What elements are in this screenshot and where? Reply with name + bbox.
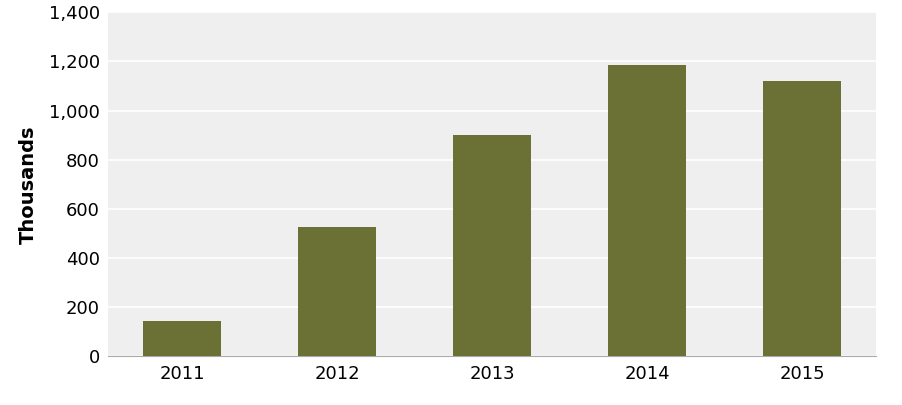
Y-axis label: Thousands: Thousands bbox=[19, 125, 38, 243]
Bar bbox=[763, 81, 840, 356]
Bar bbox=[298, 226, 375, 356]
Bar bbox=[143, 321, 220, 356]
Bar bbox=[608, 65, 686, 356]
Bar bbox=[453, 135, 530, 356]
